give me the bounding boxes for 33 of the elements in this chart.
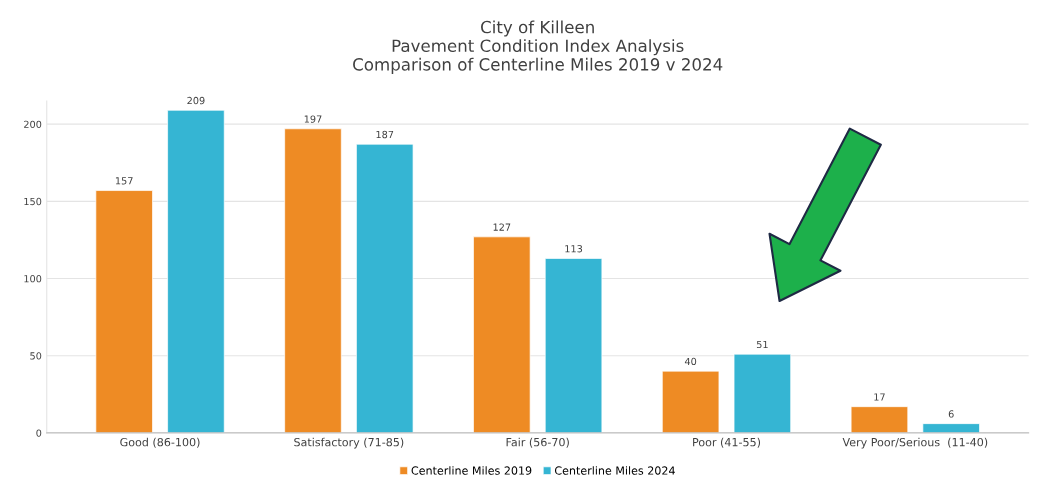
x-tick-label: Fair (56-70) [506, 437, 569, 448]
y-tick-label: 200 [24, 120, 42, 128]
y-tick-label: 150 [24, 197, 42, 206]
data-label: 6 [948, 410, 954, 418]
data-label: 187 [376, 130, 394, 139]
x-tick-label: Satisfactory (71-85) [294, 437, 404, 449]
bar [733, 353, 792, 433]
bar [661, 370, 720, 433]
data-label: 113 [565, 245, 583, 253]
bar [922, 423, 980, 433]
y-tick-label: 50 [30, 352, 42, 360]
data-label: 157 [115, 177, 133, 185]
legend-label: Centerline Miles 2019 [411, 466, 532, 475]
bar [473, 236, 531, 433]
bar [95, 190, 153, 433]
bar [356, 143, 414, 433]
bar [850, 406, 909, 433]
data-label: 51 [756, 340, 768, 349]
data-label: 197 [304, 115, 322, 123]
x-tick-label: Good (86-100) [120, 437, 200, 448]
data-label: 127 [493, 223, 511, 231]
chart-title: City of Killeen Pavement Condition Index Analysis Comparison of Centerline Miles 2019 v 2024 [353, 20, 723, 74]
bar [544, 258, 603, 433]
bar [167, 109, 225, 433]
data-label: 209 [187, 96, 205, 105]
x-tick-label: Poor (41-55) [693, 437, 761, 448]
x-tick-label: Very Poor/Serious (11-40) [842, 437, 988, 449]
legend-label: Centerline Miles 2024 [554, 466, 675, 475]
data-label: 40 [684, 357, 697, 366]
y-tick-label: 0 [36, 429, 42, 437]
data-label: 17 [874, 393, 885, 401]
y-tick-label: 100 [24, 275, 42, 283]
bar [284, 128, 342, 433]
